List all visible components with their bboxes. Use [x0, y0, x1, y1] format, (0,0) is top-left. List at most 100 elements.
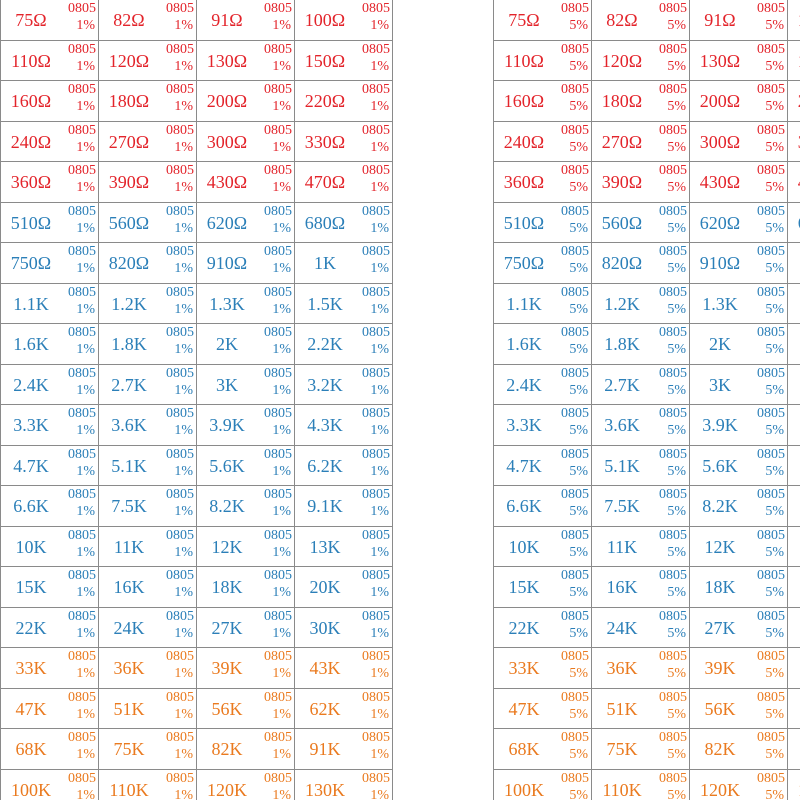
- tolerance: 1%: [370, 504, 389, 519]
- resistor-cell: 360Ω 0805 5%: [493, 161, 592, 203]
- resistance-value: 560Ω: [108, 212, 150, 233]
- resistor-cell: 110Ω 0805 5%: [493, 39, 592, 81]
- resistor-cell: 13K08055%: [787, 525, 800, 567]
- resistance-value: 1.8K: [111, 334, 147, 354]
- tolerance: 5%: [569, 180, 588, 195]
- package-size: 0805: [166, 487, 194, 502]
- package-size: 0805: [659, 203, 687, 219]
- resistor-cell: 12K 0805 5%: [689, 525, 788, 567]
- tolerance: 1%: [76, 706, 95, 722]
- package-size: 0805: [166, 82, 194, 97]
- package-size: 0805: [757, 82, 785, 97]
- resistance-value: 24K: [606, 617, 638, 638]
- resistance-value: 3.2K: [307, 374, 343, 395]
- tolerance: 1%: [370, 706, 389, 722]
- resistance-value: 2.4K: [13, 374, 49, 395]
- resistor-cell: 15K 0805 5%: [493, 566, 592, 608]
- package-size: 0805: [166, 163, 194, 178]
- resistor-cell: 3.9K 0805 5%: [689, 404, 788, 446]
- resistor-cell: 1.1K 0805 5%: [493, 282, 592, 324]
- resistance-value: 1.1K: [506, 293, 542, 314]
- resistance-value: 130Ω: [206, 50, 248, 71]
- resistance-value: 430Ω: [206, 172, 248, 192]
- package-size: 0805: [362, 770, 390, 786]
- tolerance: 1%: [370, 463, 389, 479]
- resistance-value: 160Ω: [10, 91, 52, 111]
- package-size: 0805: [561, 244, 589, 259]
- resistance-value: 240Ω: [10, 131, 52, 152]
- tolerance: 5%: [765, 220, 784, 236]
- package-size: 0805: [68, 1, 96, 16]
- resistance-value: 75K: [113, 739, 145, 759]
- tolerance: 5%: [667, 18, 686, 33]
- tolerance: 5%: [667, 220, 686, 236]
- resistance-value: 24K: [113, 617, 145, 638]
- resistance-value: 470Ω: [304, 172, 346, 192]
- tolerance: 5%: [765, 180, 784, 195]
- resistance-value: 110K: [602, 779, 642, 800]
- resistor-cell: 82Ω 0805 1%: [98, 0, 197, 41]
- package-size: 0805: [166, 284, 194, 300]
- resistance-value: 62K: [788, 699, 800, 720]
- resistor-cell: 5.6K 0805 5%: [689, 444, 788, 486]
- package-size: 0805: [561, 446, 589, 462]
- tolerance: 1%: [76, 544, 95, 560]
- package-size: 0805: [264, 82, 292, 97]
- resistor-cell: 8.2K 0805 5%: [689, 485, 788, 527]
- tolerance: 1%: [76, 504, 95, 519]
- package-size: 0805: [757, 284, 785, 300]
- resistor-cell: 2.4K 0805 5%: [493, 363, 592, 405]
- package-size: 0805: [659, 122, 687, 138]
- resistor-cell: 75K 0805 5%: [591, 728, 690, 770]
- resistor-cell: 24K 0805 1%: [98, 606, 197, 648]
- resistor-cell: 56K 0805 5%: [689, 687, 788, 729]
- resistance-value: 3.2K: [788, 375, 800, 396]
- package-size: 0805: [362, 163, 390, 178]
- resistor-cell: 240Ω 0805 5%: [493, 120, 592, 162]
- resistor-cell: 11K 0805 1%: [98, 525, 197, 567]
- resistor-cell: 75Ω 0805 1%: [0, 0, 99, 41]
- package-size: 0805: [264, 365, 292, 381]
- resistance-value: 2.4K: [506, 374, 542, 395]
- package-size: 0805: [561, 82, 589, 97]
- resistance-value: 10K: [508, 536, 540, 557]
- resistor-cell: 82Ω 0805 5%: [591, 0, 690, 41]
- package-size: 0805: [68, 365, 96, 381]
- resistance-value: 680Ω: [788, 213, 800, 234]
- package-size: 0805: [166, 730, 194, 745]
- resistance-value: 270Ω: [108, 131, 150, 152]
- resistor-cell: 3K 0805 1%: [196, 363, 295, 405]
- resistance-value: 1.1K: [13, 293, 49, 314]
- package-size: 0805: [264, 689, 292, 705]
- package-size: 0805: [659, 487, 687, 502]
- resistance-value: 9.1K: [788, 496, 800, 517]
- tolerance: 1%: [272, 666, 291, 681]
- package-size: 0805: [757, 41, 785, 57]
- package-size: 0805: [757, 689, 785, 705]
- resistor-cell: 620Ω 0805 1%: [196, 201, 295, 243]
- package-size: 0805: [166, 527, 194, 543]
- package-size: 0805: [166, 446, 194, 462]
- resistor-cell: 82K 0805 1%: [196, 728, 295, 770]
- resistor-cell: 510Ω 0805 1%: [0, 201, 99, 243]
- resistor-cell: 160Ω 0805 5%: [493, 80, 592, 122]
- tolerance: 5%: [765, 463, 784, 479]
- tolerance: 1%: [174, 58, 193, 74]
- resistor-cell: 13K 0805 1%: [294, 525, 393, 567]
- tolerance: 1%: [76, 180, 95, 195]
- tolerance: 1%: [76, 342, 95, 357]
- package-size: 0805: [68, 568, 96, 583]
- resistor-cell: 36K 0805 1%: [98, 647, 197, 689]
- resistor-cell: 10K 0805 5%: [493, 525, 592, 567]
- resistor-cell: 430Ω 0805 1%: [196, 161, 295, 203]
- resistance-value: 75Ω: [15, 10, 47, 30]
- resistance-value: 36K: [113, 658, 145, 678]
- resistor-cell: 75K 0805 1%: [98, 728, 197, 770]
- resistance-value: 390Ω: [601, 172, 643, 192]
- tolerance: 5%: [765, 544, 784, 560]
- tolerance: 5%: [569, 18, 588, 33]
- resistor-cell: 33K 0805 5%: [493, 647, 592, 689]
- resistor-cell: 100Ω 0805 1%: [294, 0, 393, 41]
- resistor-cell: 680Ω 0805 1%: [294, 201, 393, 243]
- tolerance: 5%: [569, 463, 588, 479]
